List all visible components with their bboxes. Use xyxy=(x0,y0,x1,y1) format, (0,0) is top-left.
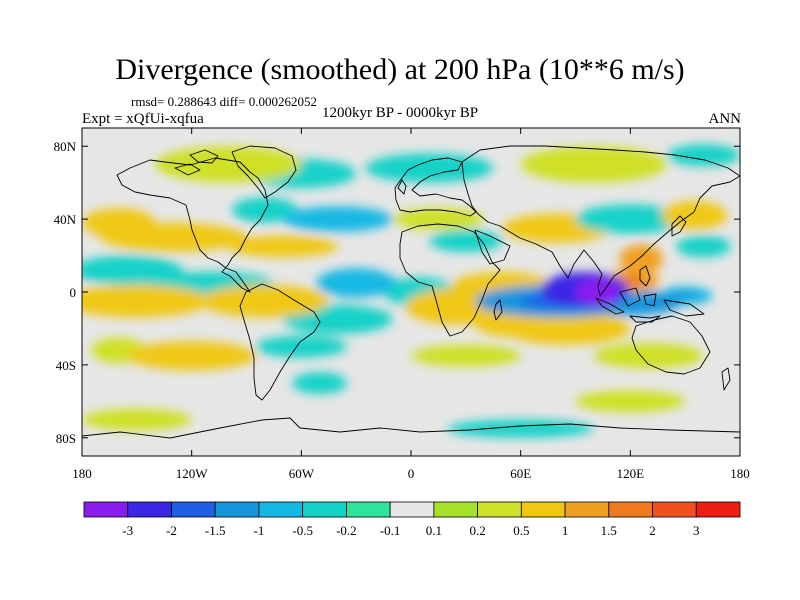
y-tick-label: 80S xyxy=(56,431,76,446)
divergence-cell xyxy=(575,204,686,234)
divergence-cell xyxy=(82,284,210,318)
divergence-cell xyxy=(593,343,704,369)
divergence-cell xyxy=(200,284,329,318)
season-label: ANN xyxy=(708,111,742,127)
colorbar-swatch xyxy=(695,501,741,518)
colorbar-swatch xyxy=(433,501,479,518)
period-label: 1200kyr BP - 0000kyr BP xyxy=(322,105,479,121)
divergence-cell xyxy=(155,146,302,183)
colorbar-swatch xyxy=(214,501,260,518)
colorbar-swatch xyxy=(652,501,697,518)
divergence-cell xyxy=(228,235,338,258)
stats-text: rmsd= 0.288643 diff= 0.000262052 xyxy=(131,94,317,109)
divergence-cell xyxy=(231,197,298,223)
y-tick-label: 40N xyxy=(54,212,77,227)
colorbar-swatch xyxy=(171,501,216,518)
divergence-core xyxy=(672,291,698,300)
colorbar-label: 3 xyxy=(693,523,700,538)
colorbar-label: 0.2 xyxy=(469,523,485,538)
y-tick-label: 40S xyxy=(56,358,76,373)
y-tick-label: 0 xyxy=(70,285,77,300)
x-tick-label: 0 xyxy=(408,466,415,481)
y-tick-label: 80N xyxy=(54,139,77,154)
y-axis: 80N 40N 0 40S 80S xyxy=(54,139,740,446)
colorbar-label: -1.5 xyxy=(205,523,226,538)
colorbar-swatch xyxy=(83,501,129,518)
divergence-cell xyxy=(283,206,393,232)
x-tick-label: 120W xyxy=(176,466,209,481)
colorbar-label: -1 xyxy=(254,523,265,538)
chart-title: Divergence (smoothed) at 200 hPa (10**6 … xyxy=(115,53,685,86)
colorbar-swatch xyxy=(345,501,391,518)
divergence-field xyxy=(82,144,740,438)
x-tick-label: 180 xyxy=(730,466,750,481)
divergence-cell xyxy=(575,390,686,413)
colorbar-label: 1.5 xyxy=(601,523,617,538)
colorbar-label: 0.1 xyxy=(426,523,442,538)
colorbar: -3 -2 -1.5 -1 -0.5 -0.2 -0.1 0.1 0.2 0.5 1 1.5 2 3 xyxy=(83,501,741,538)
divergence-cell xyxy=(315,268,397,298)
divergence-cell xyxy=(292,372,348,395)
x-tick-label: 60E xyxy=(510,466,531,481)
divergence-core xyxy=(631,252,652,266)
divergence-cell xyxy=(520,146,667,183)
colorbar-swatch xyxy=(127,501,172,518)
x-tick-label: 180 xyxy=(72,466,92,481)
colorbar-label: -3 xyxy=(122,523,133,538)
colorbar-label: -0.5 xyxy=(292,523,313,538)
colorbar-swatch xyxy=(302,501,347,518)
colorbar-swatch xyxy=(389,501,435,518)
colorbar-label: -0.1 xyxy=(380,523,401,538)
colorbar-swatch xyxy=(520,501,566,518)
divergence-cell xyxy=(502,312,631,345)
divergence-cell xyxy=(676,235,731,258)
divergence-cell xyxy=(666,144,740,167)
colorbar-label: 1 xyxy=(562,523,569,538)
divergence-cell xyxy=(255,335,348,358)
divergence-cell xyxy=(447,419,594,438)
x-tick-label: 60W xyxy=(289,466,315,481)
divergence-cell xyxy=(127,341,256,371)
divergence-cell xyxy=(82,408,192,431)
divergence-cell xyxy=(100,222,247,252)
colorbar-label: 2 xyxy=(649,523,656,538)
x-tick-label: 120E xyxy=(617,466,645,481)
experiment-label: Expt = xQfUi-xqfua xyxy=(82,111,204,127)
coastlines xyxy=(82,145,740,439)
divergence-cell xyxy=(429,230,503,252)
colorbar-label: -2 xyxy=(166,523,177,538)
colorbar-label: 0.5 xyxy=(513,523,529,538)
divergence-cell xyxy=(661,200,728,231)
x-axis: 180 120W 60W 0 60E 120E 180 xyxy=(72,128,750,481)
colorbar-swatch xyxy=(608,501,653,518)
divergence-cell xyxy=(411,344,521,367)
divergence-cell xyxy=(365,153,494,183)
colorbar-swatch xyxy=(477,501,522,518)
divergence-core xyxy=(587,286,608,298)
colorbar-swatch xyxy=(564,501,610,518)
colorbar-label: -0.2 xyxy=(336,523,357,538)
colorbar-swatch xyxy=(258,501,304,518)
